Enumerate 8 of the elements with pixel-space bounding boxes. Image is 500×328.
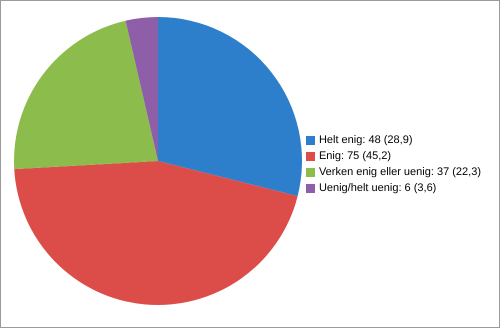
- pie-slice: [14, 161, 298, 305]
- pie-slice: [126, 17, 158, 161]
- legend-label: Enig: 75 (45,2): [318, 150, 392, 162]
- pie-slice: [158, 17, 302, 196]
- legend-label: Verken enig eller uenig: 37 (22,3): [318, 166, 481, 178]
- pie-slice: [14, 20, 158, 170]
- legend-label: Uenig/helt uenig: 6 (3,6): [318, 182, 436, 194]
- legend-label: Helt enig: 48 (28,9): [318, 134, 412, 146]
